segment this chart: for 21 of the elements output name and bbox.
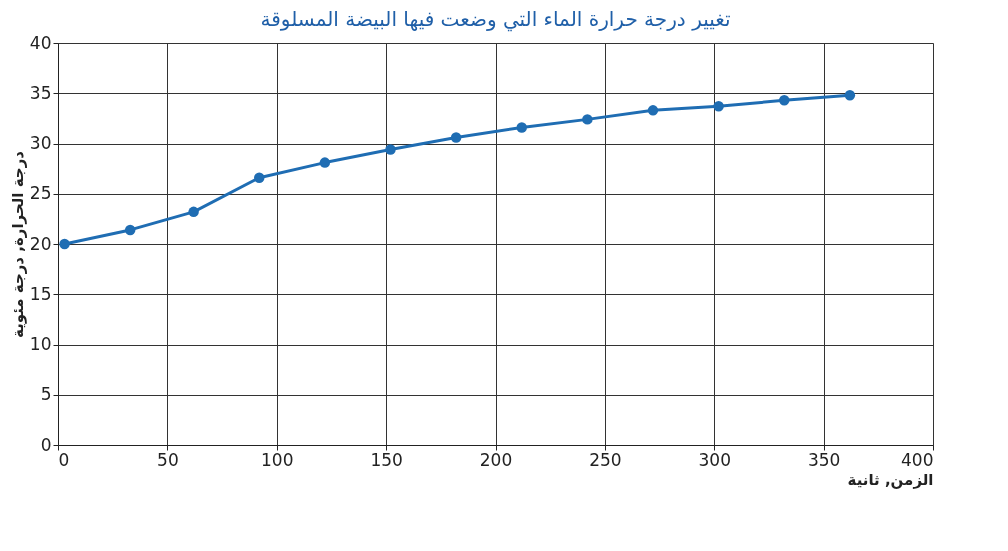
y-tick-label: 30 [29, 133, 52, 153]
y-tick-label: 20 [29, 233, 52, 254]
x-tick-label: 50 [157, 449, 179, 470]
y-tick-label: 15 [29, 283, 52, 304]
x-tick-label: 100 [261, 449, 294, 470]
x-tick-label: 350 [807, 449, 841, 470]
y-tick-label: 25 [29, 183, 52, 204]
x-tick-label: 150 [370, 449, 403, 470]
y-tick-label: 5 [40, 384, 52, 405]
x-tick-label: 400 [901, 449, 934, 470]
y-tick-label: 40 [29, 32, 52, 53]
x-tick-label: 250 [589, 449, 622, 470]
y-axis-title: درجة الحرارة, درجة مئوية [8, 150, 27, 338]
x-tick-label: 200 [479, 449, 513, 470]
x-axis-title: الزمن, ثانية [847, 470, 934, 489]
y-tick-label: 10 [29, 334, 52, 354]
chart-title: تغيير درجة حرارة الماء التي وضعت فيها البيضة المسلوقة [260, 7, 731, 32]
x-tick-label: 300 [698, 449, 731, 470]
x-tick-label: 0 [58, 449, 70, 470]
y-tick-label: 35 [29, 82, 52, 103]
y-tick-label: 0 [40, 434, 52, 455]
